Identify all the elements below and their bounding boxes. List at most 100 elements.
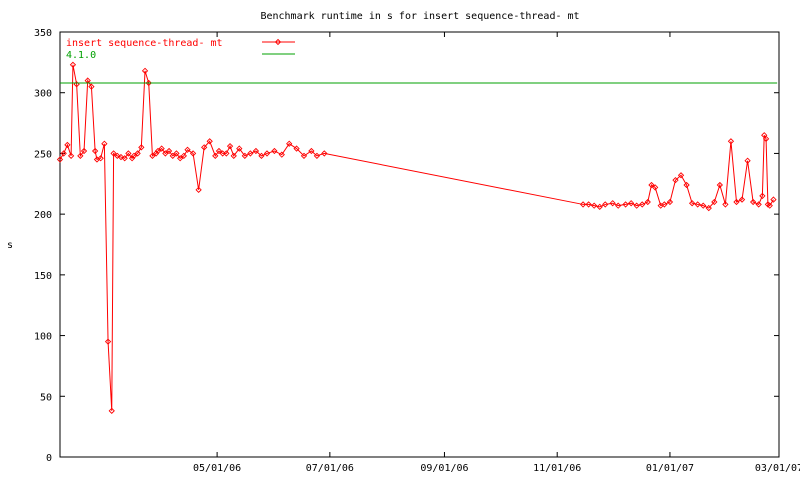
data-point (67, 152, 75, 159)
data-point (56, 156, 64, 163)
data-point (744, 157, 751, 164)
data-point (609, 200, 616, 207)
plot-frame (59, 31, 780, 458)
x-tick-label: 03/01/07 (755, 463, 800, 474)
y-tick-label: 350 (34, 28, 52, 39)
data-point (263, 150, 271, 157)
data-point (145, 79, 152, 87)
data-point (80, 147, 88, 155)
data-point (117, 153, 125, 161)
data-point (236, 145, 243, 152)
data-point (683, 181, 690, 189)
data-point (64, 141, 71, 149)
data-point (293, 145, 300, 152)
data-point (722, 201, 729, 208)
data-point (101, 140, 108, 147)
data-point (639, 201, 646, 208)
data-point (104, 338, 112, 345)
data-point (69, 61, 77, 68)
x-tick-label: 07/01/06 (306, 463, 354, 474)
data-point (308, 147, 315, 155)
data-point (88, 83, 95, 90)
y-axis-label: s (7, 240, 13, 251)
data-point (755, 201, 762, 208)
data-point (60, 150, 67, 157)
y-tick-label: 150 (34, 271, 52, 282)
data-point (585, 201, 592, 208)
data-point (252, 147, 260, 155)
data-point (622, 201, 629, 208)
data-point (110, 150, 117, 157)
data-point (206, 138, 213, 145)
data-point (184, 146, 191, 153)
data-point (672, 177, 679, 184)
data-point (738, 196, 746, 203)
data-point (215, 147, 223, 155)
data-point (241, 152, 248, 159)
data-point (165, 147, 173, 155)
data-point (258, 152, 265, 159)
data-point (195, 186, 202, 193)
x-tick-label: 09/01/06 (420, 463, 468, 474)
data-point (278, 151, 285, 158)
data-point (749, 198, 757, 206)
data-point (579, 201, 587, 208)
data-point (114, 152, 121, 159)
data-point (91, 147, 99, 155)
chart-title: Benchmark runtime in s for insert sequen… (260, 11, 579, 22)
data-point (180, 152, 187, 159)
y-tick-label: 250 (34, 149, 52, 160)
series-line (59, 64, 774, 411)
data-point (108, 407, 115, 414)
x-tick-label: 05/01/06 (193, 463, 241, 474)
data-point (230, 152, 237, 159)
y-tick-label: 100 (34, 332, 52, 343)
data-point (716, 181, 723, 189)
data-point (633, 202, 640, 209)
data-point (596, 203, 603, 210)
series-layer (56, 61, 778, 414)
data-point (189, 150, 197, 157)
x-tick-label: 01/01/07 (646, 463, 694, 474)
data-point (77, 152, 84, 159)
series-0 (56, 61, 777, 414)
data-point (313, 152, 321, 159)
data-point (154, 147, 162, 155)
data-point (247, 150, 254, 157)
data-point (762, 135, 770, 142)
data-point (158, 145, 165, 152)
data-point (759, 192, 766, 200)
data-point (677, 172, 685, 179)
legend-label: insert sequence-thread- mt (66, 38, 223, 49)
data-point (733, 198, 740, 206)
y-tick-label: 50 (40, 392, 52, 403)
data-point (152, 150, 160, 157)
data-point (134, 150, 141, 157)
legend-label: 4.1.0 (66, 50, 96, 61)
y-tick-label: 200 (34, 210, 52, 221)
data-point (727, 138, 735, 145)
data-point (286, 140, 293, 147)
data-point (770, 196, 777, 203)
legend-marker (274, 38, 282, 46)
data-point (615, 202, 622, 209)
y-tick-label: 300 (34, 89, 52, 100)
data-point (223, 150, 230, 157)
data-point (300, 152, 308, 159)
data-point (711, 198, 718, 206)
data-point (97, 155, 104, 162)
data-point (694, 201, 701, 208)
data-point (121, 155, 128, 162)
data-point (201, 144, 208, 151)
data-point (138, 144, 145, 151)
data-point (271, 147, 278, 155)
data-point (173, 150, 180, 157)
data-point (125, 150, 132, 157)
data-point (688, 200, 696, 207)
x-tick-label: 11/01/06 (533, 463, 581, 474)
data-point (602, 201, 609, 208)
data-point (661, 201, 668, 208)
data-point (652, 184, 659, 191)
